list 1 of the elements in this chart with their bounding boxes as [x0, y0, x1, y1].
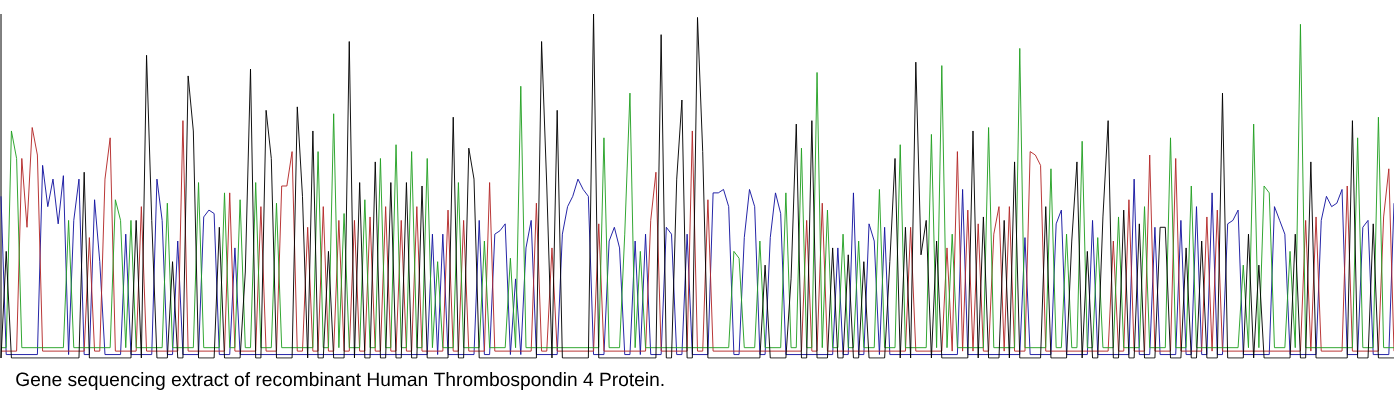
text: Gene sequencing extract of recombinant Human Thrombospondin 4 Protein. — [16, 372, 664, 390]
